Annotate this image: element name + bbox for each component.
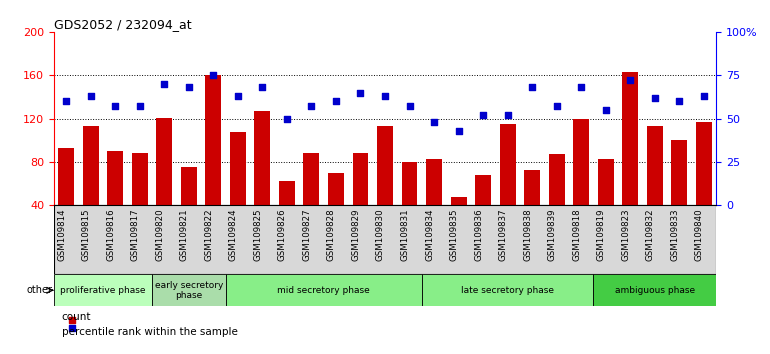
Point [526,85,538,90]
Bar [59,148,74,249]
Text: GSM109824: GSM109824 [229,208,238,261]
Point [330,98,342,104]
Text: GSM109837: GSM109837 [499,208,507,261]
Text: ambiguous phase: ambiguous phase [614,286,695,295]
Text: GSM109829: GSM109829 [351,208,360,261]
Text: GSM109832: GSM109832 [646,208,654,261]
Point [575,85,588,90]
Bar [132,153,148,249]
Text: late secretory phase: late secretory phase [461,286,554,295]
Point [354,90,367,96]
Bar [622,72,638,249]
Text: GDS2052 / 232094_at: GDS2052 / 232094_at [54,18,192,31]
Bar [107,151,123,249]
Bar [254,111,270,249]
Point [66,325,79,330]
Point [60,98,72,104]
Bar [54,274,152,306]
Bar [696,122,711,249]
Text: GSM109830: GSM109830 [376,208,385,261]
Bar [598,159,614,249]
Text: GSM109818: GSM109818 [572,208,581,261]
Text: proliferative phase: proliferative phase [60,286,146,295]
Text: early secretory
phase: early secretory phase [155,281,223,300]
Text: GSM109838: GSM109838 [523,208,532,261]
Text: GSM109817: GSM109817 [131,208,139,261]
Text: GSM109835: GSM109835 [450,208,459,261]
Text: GSM109827: GSM109827 [303,208,311,261]
Point [133,104,146,109]
Point [305,104,317,109]
Bar [549,154,564,249]
Point [379,93,391,99]
Text: GSM109836: GSM109836 [474,208,483,261]
Text: other: other [27,285,52,295]
Point [109,104,122,109]
Bar [82,126,99,249]
Bar [671,140,688,249]
Text: GSM109826: GSM109826 [278,208,287,261]
Point [624,78,637,83]
Point [428,119,440,125]
Text: percentile rank within the sample: percentile rank within the sample [62,327,237,337]
Point [85,93,97,99]
Point [673,98,685,104]
Text: GSM109819: GSM109819 [597,208,606,261]
Point [477,112,489,118]
Bar [500,124,516,249]
Bar [353,153,368,249]
Text: GSM109815: GSM109815 [82,208,91,261]
Point [600,107,612,113]
Bar [328,173,344,249]
Text: GSM109820: GSM109820 [156,208,164,261]
Point [207,73,219,78]
Point [158,81,170,87]
Point [403,104,416,109]
Text: GSM109839: GSM109839 [547,208,557,261]
Bar [524,170,540,249]
Text: GSM109822: GSM109822 [204,208,213,261]
Bar [226,274,422,306]
Text: GSM109831: GSM109831 [400,208,410,261]
Point [281,116,293,121]
Bar [402,162,417,249]
Text: count: count [62,312,91,322]
Text: GSM109821: GSM109821 [179,208,189,261]
Bar [152,274,226,306]
Bar [647,126,663,249]
Point [648,95,661,101]
Text: mid secretory phase: mid secretory phase [277,286,370,295]
Bar [230,132,246,249]
Bar [156,118,172,249]
Point [698,93,710,99]
Text: GSM109823: GSM109823 [621,208,631,261]
Text: GSM109828: GSM109828 [327,208,336,261]
Point [182,85,195,90]
Text: GSM109834: GSM109834 [425,208,434,261]
Text: GSM109825: GSM109825 [253,208,263,261]
Text: GSM109814: GSM109814 [57,208,66,261]
Text: GSM109840: GSM109840 [695,208,704,261]
Text: GSM109833: GSM109833 [671,208,679,261]
Bar [206,75,221,249]
Bar [450,197,467,249]
Bar [594,274,716,306]
Bar [426,159,442,249]
Bar [422,274,594,306]
Point [501,112,514,118]
Point [453,128,465,133]
Point [256,85,269,90]
Bar [377,126,393,249]
Bar [181,167,197,249]
Point [66,317,79,323]
Bar [279,182,295,249]
Point [232,93,244,99]
Bar [573,119,589,249]
Bar [475,175,491,249]
Text: GSM109816: GSM109816 [106,208,115,261]
Bar [303,153,320,249]
Point [551,104,563,109]
